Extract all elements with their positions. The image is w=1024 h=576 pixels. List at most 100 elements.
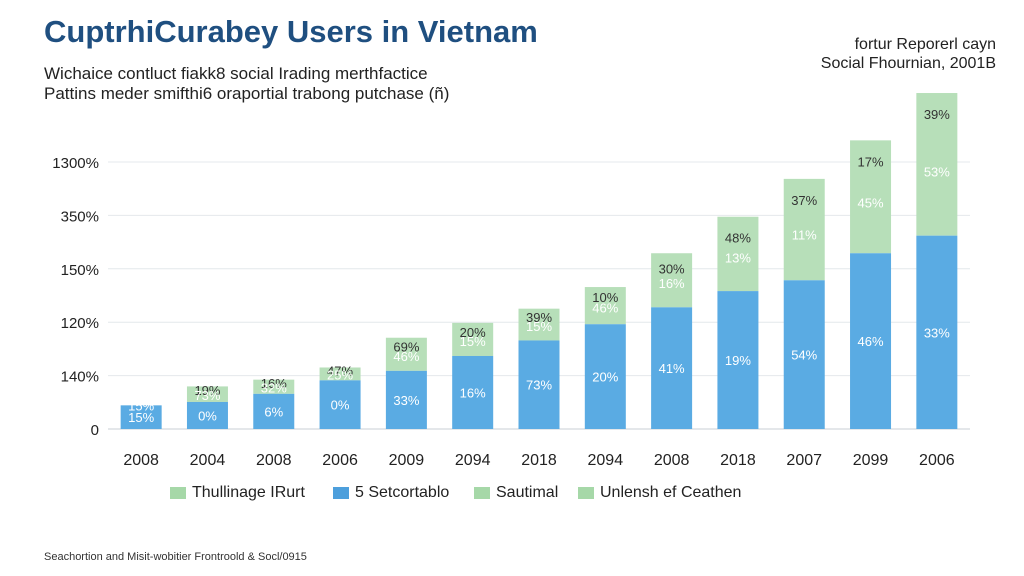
bar-label-middle: 53% (924, 164, 950, 179)
legend: Thullinage IRurt 5 Setcortablo Sautimal … (0, 484, 1024, 504)
source-note-line-1: fortur Reporerl cayn (854, 36, 996, 53)
bar-segment-top (385, 337, 427, 371)
source-note-line-2: Social Fhournian, 2001B (820, 55, 996, 72)
bar-segment-top (783, 178, 825, 281)
bar-label-bottom: 0% (198, 408, 217, 423)
legend-label: Thullinage IRurt (192, 484, 305, 501)
bar-segment-bottom (253, 393, 295, 429)
bar-segment-top (186, 386, 228, 402)
bar-label-top: 47% (327, 363, 353, 378)
bar-label-middle: 46% (592, 300, 618, 315)
bar-segment-top (253, 379, 295, 394)
bar-segment-top (850, 140, 892, 254)
bar-label-top: 39% (526, 310, 552, 325)
x-tick-label: 2008 (654, 452, 690, 469)
x-tick-label: 2008 (123, 452, 159, 469)
x-tick-label: 2018 (521, 452, 557, 469)
y-tick-label: 0 (91, 422, 99, 439)
x-tick-label: 2006 (322, 452, 358, 469)
bar-label-middle: 46% (393, 349, 419, 364)
bar-label-top: 20% (460, 325, 486, 340)
bar-label-top: 19% (194, 383, 220, 398)
bar-label-bottom: 16% (460, 385, 486, 400)
bar-label-bottom: 19% (725, 353, 751, 368)
bar-label-top: 10% (592, 290, 618, 305)
bar-label-middle: 15% (460, 334, 486, 349)
bar-label-bottom: 41% (659, 361, 685, 376)
chart-subtitle-line-1: Wichaice contluct fiakk8 social Irading … (44, 64, 428, 83)
bar-segment-bottom (319, 380, 361, 429)
legend-label: 5 Setcortablo (355, 484, 450, 501)
legend-item[interactable]: Sautimal (474, 484, 558, 502)
bar-label-middle: 45% (858, 195, 884, 210)
bar-label-bottom: 6% (264, 404, 283, 419)
y-tick-label: 140% (61, 369, 99, 386)
bar-segment-bottom (518, 340, 560, 429)
bar-label-top: 37% (791, 193, 817, 208)
bar-segment-top (518, 308, 560, 341)
bar-segment-bottom (783, 280, 825, 429)
bar-segment-top (452, 322, 494, 356)
bar-label-bottom: 54% (791, 348, 817, 363)
bar-segment-top (916, 93, 958, 236)
bar-label-middle: 32% (261, 380, 287, 395)
bar-segment-bottom (452, 355, 494, 429)
legend-label: Sautimal (496, 484, 559, 501)
bar-segment-bottom (385, 370, 427, 429)
bar-label-bottom: 33% (393, 393, 419, 408)
bar-segment-bottom (186, 401, 228, 429)
y-tick-label: 120% (61, 315, 99, 332)
bar-label-top: 16% (261, 376, 287, 391)
bar-label-top: 48% (725, 231, 751, 246)
x-tick-label: 2006 (919, 452, 955, 469)
bar-label-middle: 11% (792, 228, 817, 243)
bar-label-top: 30% (659, 261, 685, 276)
bar-segment-top (651, 253, 693, 308)
y-tick-label: 150% (61, 262, 99, 279)
bar-label-bottom: 0% (331, 398, 350, 413)
x-tick-label: 2094 (455, 452, 491, 469)
bar-label-bottom: 73% (526, 378, 552, 393)
bar-segment-bottom (120, 405, 162, 429)
legend-swatch (474, 487, 490, 499)
bar-label-middle: 16% (659, 276, 685, 291)
y-tick-label: 350% (61, 208, 99, 225)
x-tick-label: 2004 (190, 452, 226, 469)
legend-item[interactable]: Thullinage IRurt (170, 484, 305, 502)
legend-item[interactable]: Unlensh ef Ceathen (578, 484, 741, 502)
chart-title: CuptrhiCurabey Users in Vietnam (44, 14, 538, 49)
bar-segment-bottom (916, 235, 958, 429)
bar-label-bottom: 15% (128, 410, 154, 425)
x-tick-label: 2007 (786, 452, 822, 469)
bar-label-middle: 25% (327, 368, 353, 383)
bar-label-bottom: 46% (858, 334, 884, 349)
bar-segment-top (717, 216, 759, 292)
legend-label: Unlensh ef Ceathen (600, 484, 742, 501)
y-tick-label: 1300% (52, 155, 99, 172)
x-tick-label: 2094 (588, 452, 624, 469)
bar-segment-top (584, 287, 626, 325)
legend-item[interactable]: 5 Setcortablo (333, 484, 449, 502)
x-tick-label: 2018 (720, 452, 756, 469)
legend-swatch (578, 487, 594, 499)
legend-swatch (170, 487, 186, 499)
x-tick-label: 2099 (853, 452, 889, 469)
bar-segment-top (319, 367, 361, 381)
bar-label-top: 39% (924, 107, 950, 122)
x-tick-label: 2009 (389, 452, 425, 469)
legend-swatch (333, 487, 349, 499)
bar-segment-bottom (717, 291, 759, 429)
x-tick-label: 2008 (256, 452, 292, 469)
bar-label-bottom: 33% (924, 325, 950, 340)
footer-note: Seachortion and Misit-wobitier Frontrool… (44, 551, 307, 563)
bar-segment-bottom (651, 307, 693, 429)
bar-label-middle: 15% (128, 398, 154, 413)
bar-segment-bottom (584, 324, 626, 429)
bar-label-middle: 15% (526, 319, 552, 334)
bar-segment-bottom (850, 253, 892, 429)
bar-label-middle: 13% (725, 251, 751, 266)
bar-label-middle: 73% (194, 388, 220, 403)
bar-label-bottom: 20% (592, 370, 618, 385)
